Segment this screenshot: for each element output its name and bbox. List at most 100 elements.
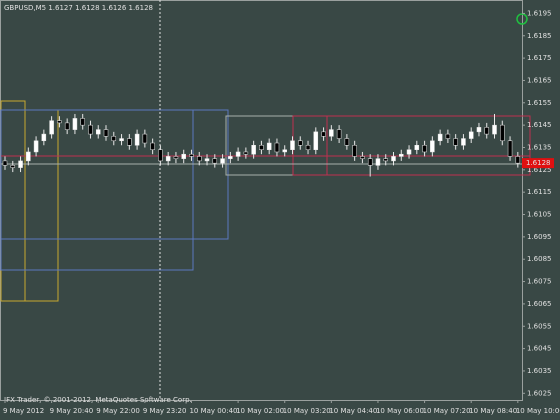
y-tick-label: 1.6155	[527, 99, 552, 107]
candle-body	[266, 142, 272, 150]
candle-body	[360, 156, 365, 159]
candle-body	[399, 153, 404, 157]
candle-body	[80, 118, 85, 126]
candle-body	[282, 149, 287, 153]
object-rect	[0, 109, 229, 240]
object-rect	[0, 109, 194, 271]
status-icon	[516, 13, 528, 25]
candle-body	[204, 158, 210, 162]
candle-body	[26, 151, 31, 162]
candle-body	[243, 151, 249, 155]
candle-body	[344, 138, 350, 146]
current-price-label: 1.6128	[526, 159, 551, 167]
candle-body	[33, 140, 39, 153]
candle-body	[220, 158, 225, 164]
candle-body	[173, 156, 179, 159]
candle-body	[228, 156, 233, 159]
y-tick-label: 1.6065	[527, 300, 552, 308]
plot-frame	[0, 0, 523, 401]
candle-body	[10, 165, 16, 168]
candle-body	[127, 138, 132, 146]
candle-body	[391, 156, 396, 162]
candle-body	[336, 129, 342, 139]
candle-body	[468, 131, 474, 139]
candle-body	[290, 140, 295, 150]
chart-title: GBPUSD,M5 1.6127 1.6128 1.6126 1.6128	[4, 4, 153, 12]
candle-body	[352, 145, 357, 157]
y-tick-label: 1.6135	[527, 143, 552, 151]
candle-body	[406, 149, 412, 155]
current-price-box	[522, 158, 554, 169]
y-tick-label: 1.6085	[527, 255, 552, 263]
y-tick-label: 1.6105	[527, 211, 552, 219]
candle-body	[41, 133, 47, 142]
y-tick-label: 1.6045	[527, 345, 552, 353]
candle-body	[181, 153, 186, 159]
candle-body	[298, 140, 303, 146]
x-tick-label: 9 May 23:20	[143, 407, 187, 415]
candle-body	[150, 142, 155, 150]
y-tick-label: 1.6145	[527, 121, 552, 129]
candle-body	[476, 127, 482, 133]
y-tick-label: 1.6115	[527, 188, 552, 196]
y-tick-label: 1.6055	[527, 322, 552, 330]
candle-body	[197, 156, 202, 162]
candle-body	[259, 145, 264, 150]
candle-body	[492, 124, 497, 135]
candle-body	[461, 138, 466, 146]
candle-body	[111, 136, 117, 142]
x-tick-label: 10 May 02:00	[236, 407, 284, 415]
x-tick-label: 10 May 07:20	[423, 407, 471, 415]
candle-body	[437, 133, 443, 142]
candle-body	[313, 131, 319, 150]
candle-body	[383, 158, 388, 162]
candle-body	[158, 149, 163, 162]
candle-body	[134, 133, 140, 146]
candle-body	[212, 158, 218, 164]
y-tick-label: 1.6125	[527, 166, 552, 174]
y-tick-label: 1.6025	[527, 389, 552, 397]
y-tick-label: 1.6195	[527, 9, 552, 17]
x-tick-label: 10 May 08:40	[469, 407, 517, 415]
candle-body	[305, 145, 311, 150]
candle-body	[321, 131, 326, 137]
y-tick-label: 1.6035	[527, 367, 552, 375]
candle-body	[235, 151, 241, 157]
object-rect	[0, 100, 26, 302]
x-tick-label: 9 May 20:40	[50, 407, 94, 415]
candle-body	[72, 118, 78, 130]
x-tick-label: 10 May 04:40	[329, 407, 377, 415]
candle-body	[189, 153, 194, 157]
candle-body	[484, 127, 489, 135]
candle-body	[422, 145, 427, 153]
candle-body	[375, 158, 381, 166]
candle-body	[445, 133, 451, 139]
candle-body	[18, 160, 23, 168]
candle-body	[329, 129, 334, 137]
y-tick-label: 1.6075	[527, 278, 552, 286]
candle-body	[95, 129, 101, 135]
x-tick-label: 10 May 00:40	[189, 407, 237, 415]
candle-body	[414, 145, 420, 150]
candle-body	[430, 140, 435, 153]
candle-body	[251, 145, 256, 155]
candle-body	[49, 120, 54, 135]
object-rect	[24, 109, 59, 302]
candle-body	[2, 160, 8, 166]
x-tick-label: 10 May 10:00	[516, 407, 560, 415]
y-tick-label: 1.6095	[527, 233, 552, 241]
candle-body	[57, 120, 62, 124]
candle-body	[500, 124, 505, 142]
candle-body	[515, 156, 521, 164]
candle-body	[367, 158, 373, 166]
candle-body	[274, 142, 280, 153]
x-tick-label: 10 May 03:20	[283, 407, 331, 415]
candle-body	[453, 138, 458, 146]
candle-body	[64, 122, 70, 130]
candle-body	[103, 129, 109, 137]
x-tick-label: 10 May 06:00	[376, 407, 424, 415]
drawn-objects	[0, 0, 531, 400]
y-tick-label: 1.6175	[527, 54, 552, 62]
x-tick-label: 9 May 22:00	[96, 407, 140, 415]
